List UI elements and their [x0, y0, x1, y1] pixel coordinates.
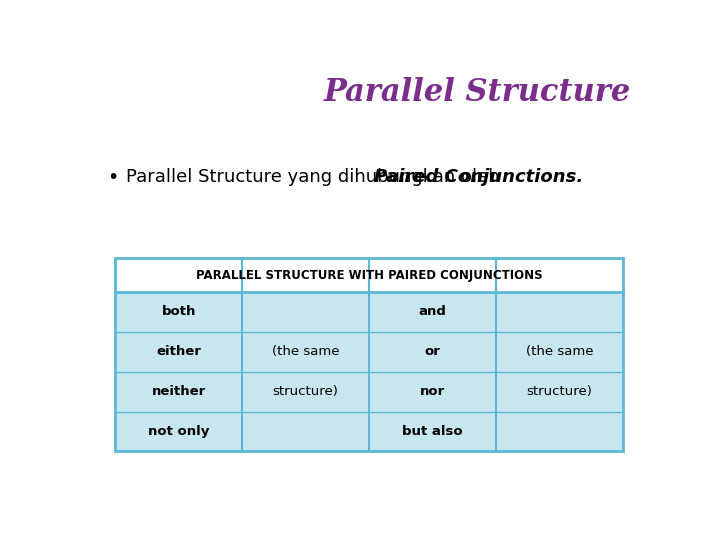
Text: both: both — [161, 306, 196, 319]
Bar — [115, 258, 623, 292]
Text: either: either — [156, 345, 201, 359]
Bar — [115, 292, 623, 451]
Text: Parallel Structure yang dihubungkan oleh: Parallel Structure yang dihubungkan oleh — [126, 168, 505, 186]
Text: Parallel Structure: Parallel Structure — [324, 77, 631, 109]
Text: structure): structure) — [273, 385, 338, 398]
Text: or: or — [425, 345, 441, 359]
Text: nor: nor — [420, 385, 445, 398]
Text: (the same: (the same — [526, 345, 593, 359]
Text: structure): structure) — [526, 385, 593, 398]
Text: but also: but also — [402, 425, 463, 438]
Text: •: • — [107, 167, 118, 186]
Text: Paired Conjunctions.: Paired Conjunctions. — [374, 168, 583, 186]
Text: PARALLEL STRUCTURE WITH PAIRED CONJUNCTIONS: PARALLEL STRUCTURE WITH PAIRED CONJUNCTI… — [196, 268, 542, 281]
Text: not only: not only — [148, 425, 210, 438]
Text: neither: neither — [151, 385, 206, 398]
Bar — [115, 258, 623, 451]
Text: and: and — [418, 306, 446, 319]
Text: (the same: (the same — [271, 345, 339, 359]
